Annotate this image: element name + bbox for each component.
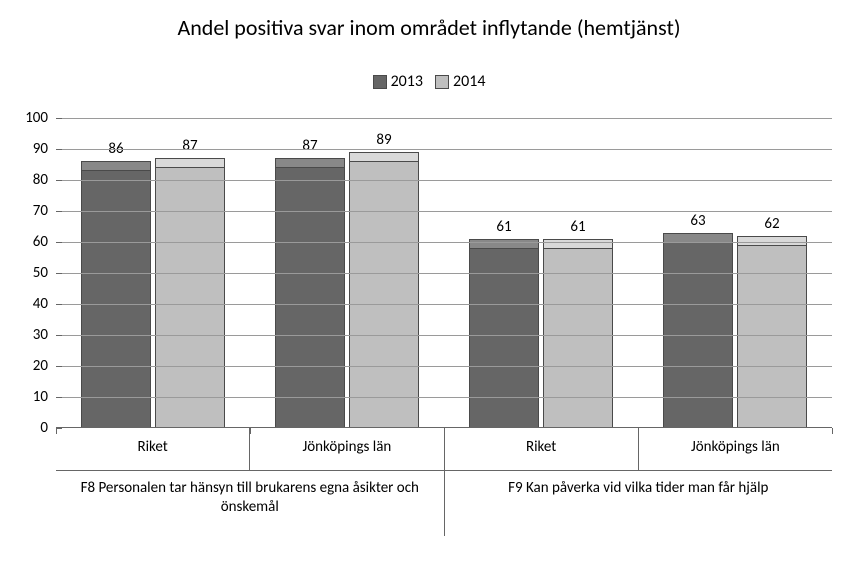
gridline: [56, 273, 832, 274]
bar: 61: [469, 239, 539, 428]
bar-pair: 6161: [467, 239, 615, 428]
gridline: [56, 242, 832, 243]
bar-value-label: 87: [302, 137, 317, 155]
y-tick-label: 0: [2, 419, 56, 437]
bar: 87: [155, 158, 225, 428]
bar: 86: [81, 161, 151, 428]
x-tick: [832, 428, 833, 434]
y-tick-label: 40: [2, 295, 56, 313]
x-tick: [250, 428, 251, 434]
x-majorgroup-label: F9 Kan påverka vid vilka tider man får h…: [444, 470, 833, 536]
y-tick-label: 20: [2, 357, 56, 375]
bar-pair: 8687: [79, 158, 227, 428]
x-subgroup-label: Riket: [56, 428, 249, 470]
y-tick-label: 50: [2, 264, 56, 282]
gridline: [56, 149, 832, 150]
y-tick-label: 80: [2, 171, 56, 189]
bar: 89: [349, 152, 419, 428]
x-majorgroup-label: F8 Personalen tar hänsyn till brukarens …: [56, 470, 444, 536]
bar-top: [82, 162, 150, 171]
bar: 62: [737, 236, 807, 428]
x-subgroup-label: Jönköpings län: [249, 428, 443, 470]
gridline: [56, 211, 832, 212]
legend-item: 2013: [373, 72, 423, 91]
x-subgroup-label: Riket: [444, 428, 638, 470]
x-axis-majorgroups: F8 Personalen tar hänsyn till brukarens …: [56, 470, 832, 536]
bar-pair: 6362: [661, 233, 809, 428]
bar: 61: [543, 239, 613, 428]
bar-pair: 8789: [273, 152, 421, 428]
y-tick-label: 90: [2, 140, 56, 158]
chart-legend: 2013 2014: [0, 72, 858, 91]
chart-container: Andel positiva svar inom området inflyta…: [0, 0, 858, 564]
bar: 63: [663, 233, 733, 428]
y-tick-label: 60: [2, 233, 56, 251]
x-tick: [444, 428, 445, 434]
x-tick: [56, 428, 57, 434]
gridline: [56, 366, 832, 367]
bar-value-label: 87: [182, 137, 197, 155]
y-tick-label: 30: [2, 326, 56, 344]
legend-item: 2014: [435, 72, 485, 91]
bar-value-label: 61: [496, 218, 511, 236]
y-tick-label: 10: [2, 388, 56, 406]
legend-swatch: [435, 75, 449, 89]
bar-value-label: 61: [570, 218, 585, 236]
x-subgroup-label: Jönköpings län: [638, 428, 832, 470]
bar: 87: [275, 158, 345, 428]
x-tick: [638, 428, 639, 434]
plot-area: 8687878961616362 0102030405060708090100: [56, 118, 832, 428]
gridline: [56, 118, 832, 119]
bar-top: [156, 159, 224, 168]
legend-label: 2014: [453, 72, 485, 91]
gridline: [56, 335, 832, 336]
bar-value-label: 62: [764, 215, 779, 233]
legend-label: 2013: [391, 72, 423, 91]
gridline: [56, 180, 832, 181]
legend-swatch: [373, 75, 387, 89]
x-axis-subgroups: RiketJönköpings länRiketJönköpings län: [56, 428, 832, 470]
bar-value-label: 63: [690, 212, 705, 230]
bar-top: [350, 153, 418, 162]
gridline: [56, 397, 832, 398]
y-tick-label: 70: [2, 202, 56, 220]
bar-value-label: 89: [376, 131, 391, 149]
gridline: [56, 304, 832, 305]
chart-title: Andel positiva svar inom området inflyta…: [0, 14, 858, 41]
y-tick-label: 100: [2, 109, 56, 127]
bar-top: [276, 159, 344, 168]
